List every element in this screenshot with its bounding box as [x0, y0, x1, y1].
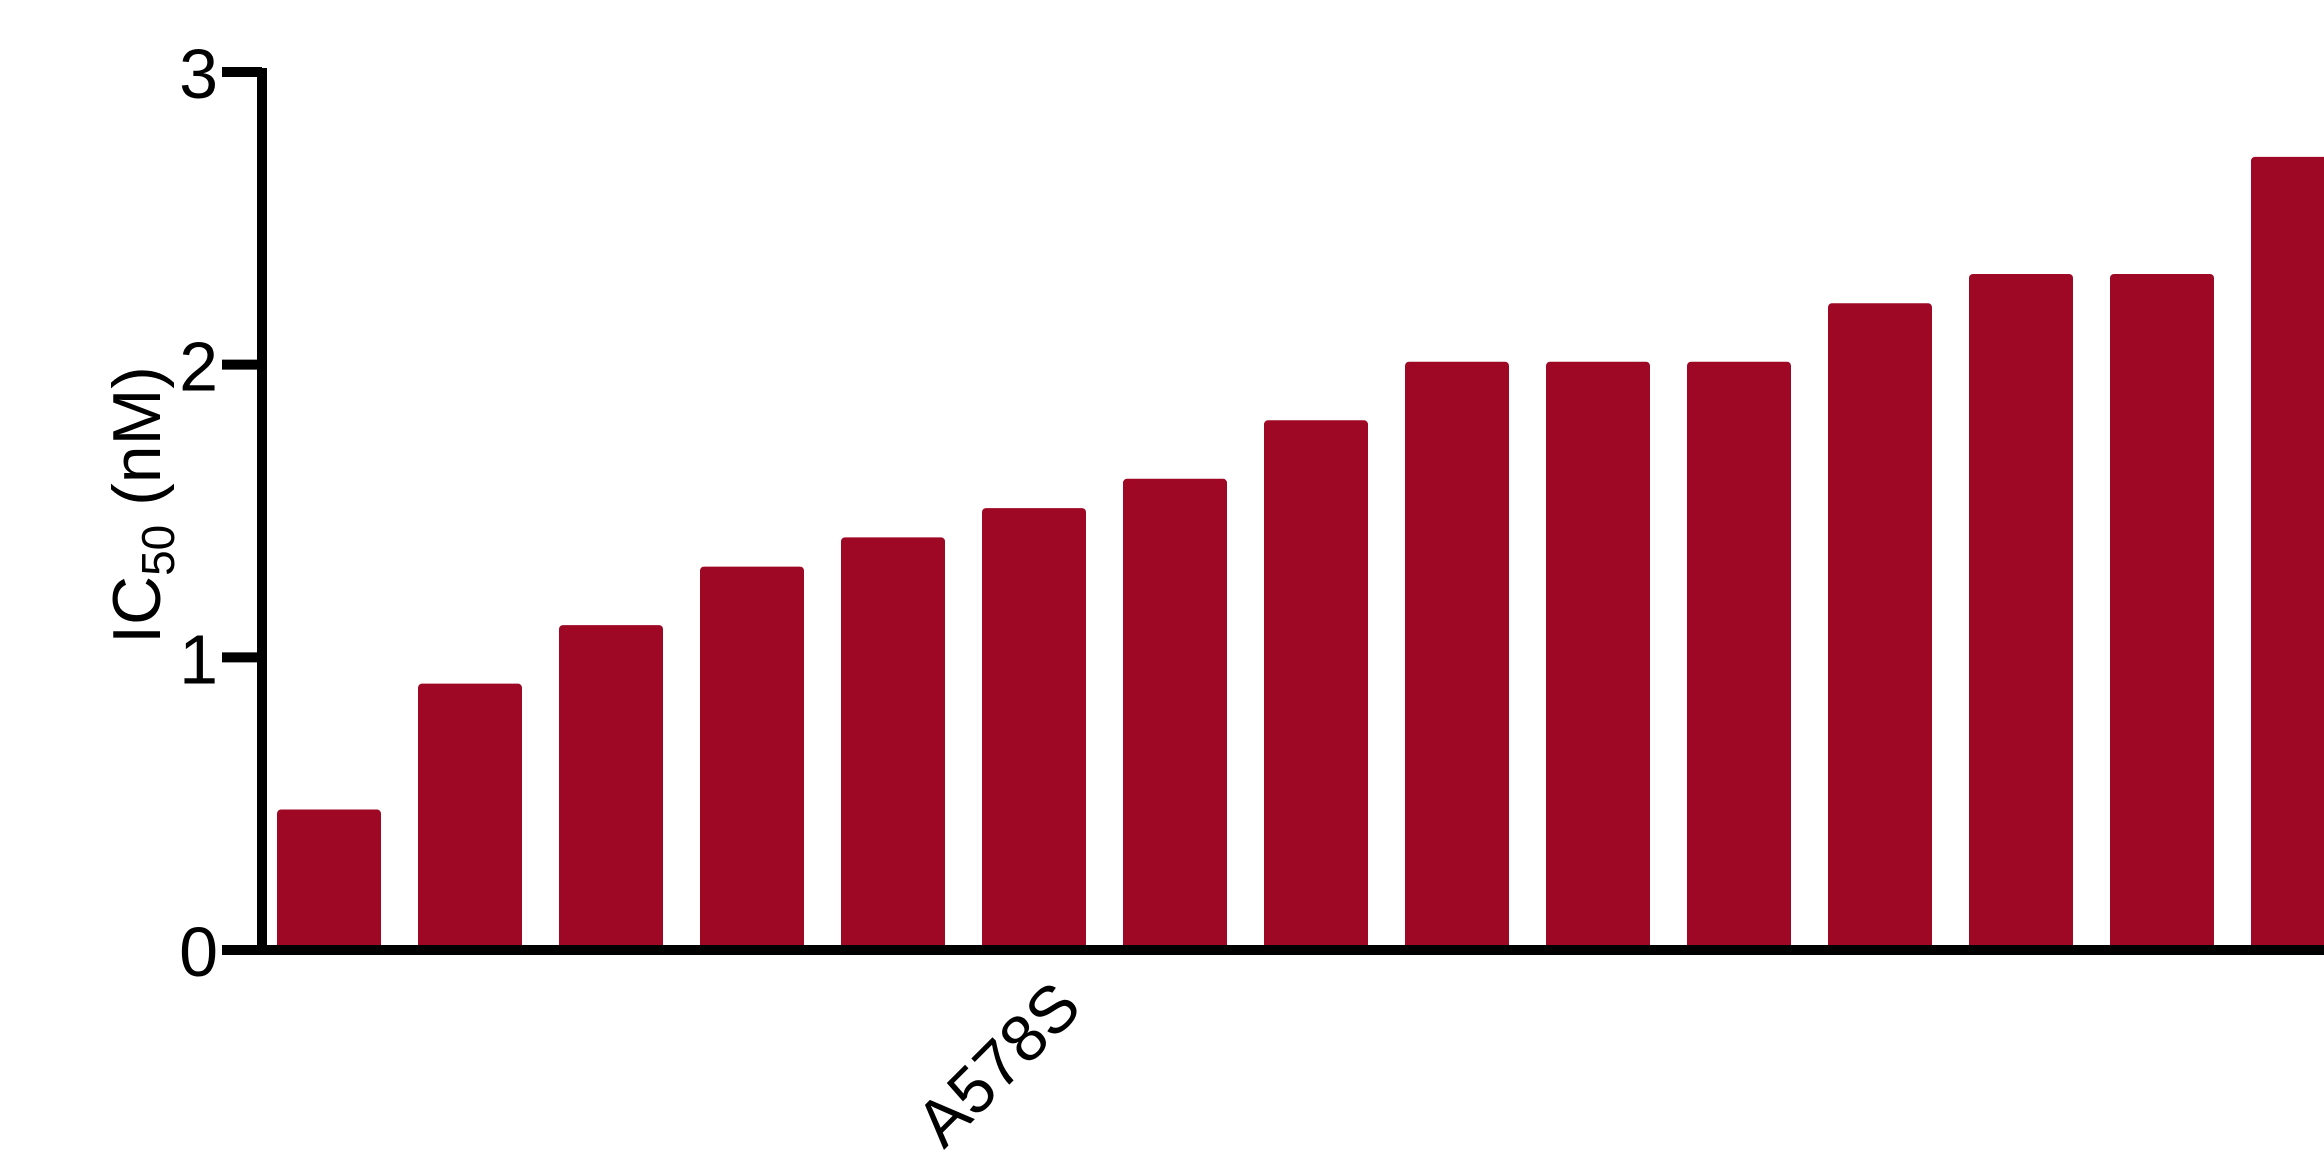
bar: [1828, 303, 1932, 952]
bar: [1969, 273, 2073, 952]
bar: [1687, 361, 1791, 952]
bar: [700, 566, 804, 952]
y-axis-label: IC50 (nM): [99, 366, 184, 644]
bar: [559, 625, 663, 952]
bar: [982, 508, 1086, 952]
bar: [2110, 273, 2214, 952]
y-tick-label: 0: [179, 913, 218, 991]
bar: [841, 537, 945, 952]
y-ticks-group: 0 1 2 3: [179, 35, 262, 991]
bar: [277, 809, 381, 952]
x-category-labels-group: A578S: [901, 968, 1093, 1160]
bar: [2251, 156, 2324, 952]
bars-group: [277, 156, 2324, 953]
y-tick-label: 1: [179, 620, 218, 698]
axes-group: [257, 68, 2324, 955]
bar: [1405, 361, 1509, 952]
y-tick-label: 2: [179, 328, 218, 406]
y-axis-label-unit: (nM): [99, 366, 175, 525]
bar: [1264, 420, 1368, 953]
bar: [418, 683, 522, 952]
bar: [1546, 361, 1650, 952]
y-tick-label: 3: [179, 35, 218, 113]
bar: [1123, 478, 1227, 952]
y-axis-label-subscript: 50: [132, 525, 184, 576]
y-axis-label-main: IC: [99, 576, 175, 644]
x-category-label: A578S: [901, 968, 1093, 1160]
